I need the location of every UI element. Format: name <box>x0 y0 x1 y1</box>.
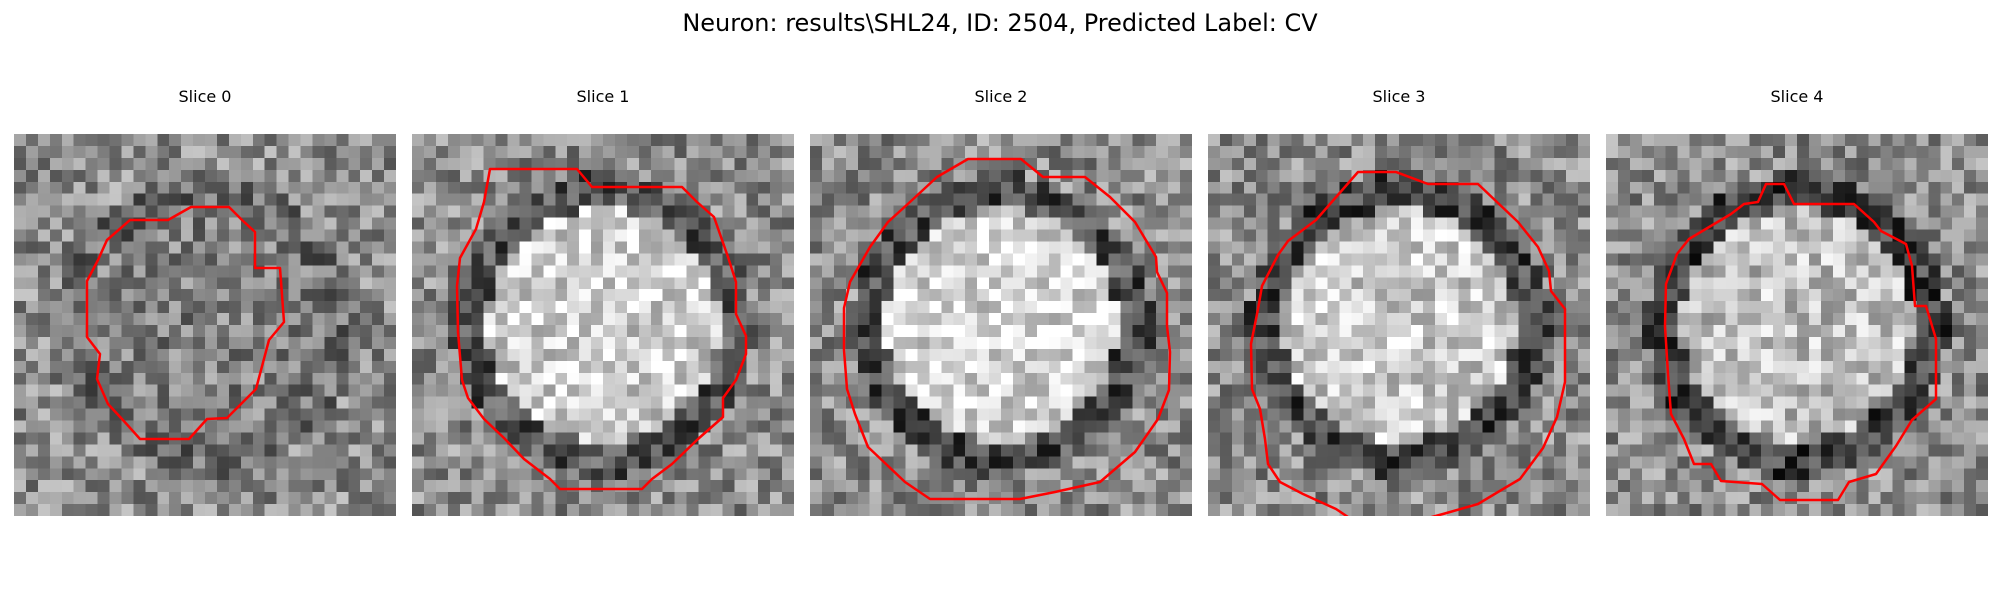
slice-title: Slice 1 <box>576 87 630 106</box>
neuron-contour <box>85 205 286 441</box>
slice-image <box>412 134 794 516</box>
slice-title: Slice 4 <box>1770 87 1824 106</box>
slice-image <box>1208 134 1590 516</box>
slice-image <box>14 134 396 516</box>
slice-title: Slice 2 <box>974 87 1028 106</box>
neuron-contour <box>842 157 1172 501</box>
neuron-contour <box>1663 182 1938 502</box>
figure-title: Neuron: results\SHL24, ID: 2504, Predict… <box>682 9 1318 37</box>
slice-image <box>810 134 1192 516</box>
neuron-contour <box>455 167 748 491</box>
slice-title: Slice 3 <box>1372 87 1426 106</box>
neuron-contour <box>1249 170 1567 516</box>
slice-title: Slice 0 <box>178 87 232 106</box>
slice-image <box>1606 134 1988 516</box>
